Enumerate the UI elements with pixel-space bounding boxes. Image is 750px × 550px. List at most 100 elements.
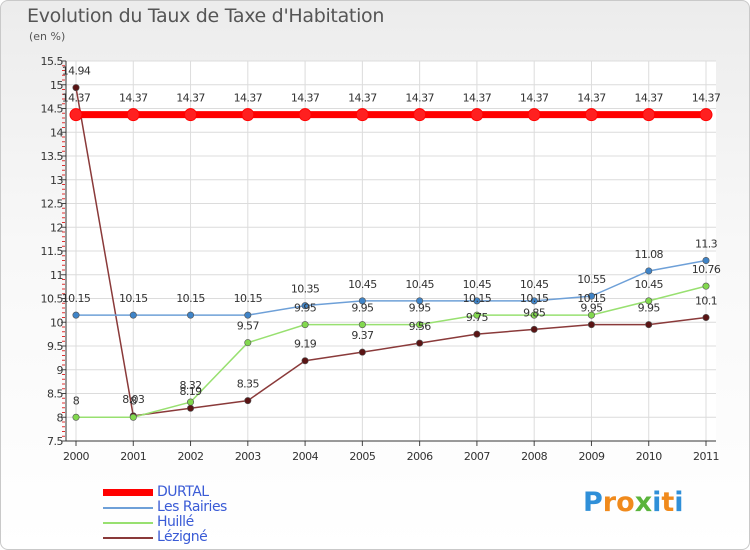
y-tick-label: 14.5 xyxy=(41,103,64,116)
data-label: 8.19 xyxy=(179,385,202,398)
data-label: 10.15 xyxy=(520,292,549,305)
logo-letter: o xyxy=(616,487,635,518)
data-label: 14.37 xyxy=(62,92,91,105)
data-label: 14.37 xyxy=(176,92,205,105)
data-point xyxy=(645,297,653,305)
x-tick-label: 2002 xyxy=(178,450,204,463)
y-tick-label: 9 xyxy=(57,364,64,377)
data-label: 10.45 xyxy=(405,278,434,291)
data-label: 10.76 xyxy=(692,263,721,276)
x-tick-label: 2003 xyxy=(235,450,261,463)
y-tick-label: 10 xyxy=(50,316,63,329)
data-point xyxy=(530,297,538,305)
data-point xyxy=(473,311,481,319)
data-label: 9.95 xyxy=(351,302,374,315)
y-tick-label: 9.5 xyxy=(47,340,63,353)
series-line-lzign xyxy=(75,87,707,417)
data-point xyxy=(184,108,198,122)
data-point xyxy=(72,84,80,92)
legend-label-lezigne: Lézigné xyxy=(157,529,208,545)
data-label: 10.45 xyxy=(520,278,549,291)
data-label: 9.56 xyxy=(409,320,432,333)
data-point xyxy=(244,311,252,319)
data-label: 14.37 xyxy=(119,92,148,105)
data-point xyxy=(470,108,484,122)
logo-letter: i xyxy=(652,487,662,518)
data-point xyxy=(702,313,710,321)
proxiti-logo: Proxiti xyxy=(583,487,684,518)
y-tick-label: 11 xyxy=(50,269,63,282)
y-unit-label: (en %) xyxy=(29,30,66,43)
data-point xyxy=(413,108,427,122)
data-point xyxy=(587,321,595,329)
data-point xyxy=(416,297,424,305)
legend-swatch-durtal xyxy=(103,489,153,496)
series-line-huill xyxy=(76,285,707,418)
data-point xyxy=(72,311,80,319)
data-point xyxy=(126,108,140,122)
legend-label-huille: Huillé xyxy=(157,514,194,530)
data-label: 10.45 xyxy=(348,278,377,291)
data-point xyxy=(702,256,710,264)
data-label: 9.85 xyxy=(523,306,546,319)
chart-title: Evolution du Taux de Taxe d'Habitation xyxy=(27,5,385,27)
data-label: 10.45 xyxy=(463,278,492,291)
x-tick-label: 2007 xyxy=(464,450,490,463)
data-point xyxy=(187,404,195,412)
data-label: 9.95 xyxy=(409,302,432,315)
data-point xyxy=(587,292,595,300)
y-tick-label: 14 xyxy=(50,126,63,139)
y-tick-label: 8 xyxy=(57,411,64,424)
data-label: 8.32 xyxy=(179,379,201,392)
data-label: 14.37 xyxy=(348,92,377,105)
data-label: 14.37 xyxy=(577,92,606,105)
x-tick-label: 2005 xyxy=(349,450,375,463)
line-chart: 7.5 8 8.5 9 9.5 10 10.5 11 11.5 12 12.5 13 13.5 14 14.… xyxy=(41,55,722,463)
data-label: 8.35 xyxy=(237,378,260,391)
y-tick-label: 12 xyxy=(50,221,63,234)
data-label: 9.57 xyxy=(237,320,260,333)
data-label: 10.15 xyxy=(577,292,606,305)
data-point xyxy=(587,311,595,319)
legend-swatch-huille xyxy=(103,522,153,524)
data-point xyxy=(187,398,195,406)
legend-swatch-les-rairies xyxy=(103,507,153,509)
data-label: 9.75 xyxy=(466,311,489,324)
data-point xyxy=(473,330,481,338)
data-point xyxy=(298,108,312,122)
data-point xyxy=(244,397,252,405)
y-tick-label: 13.5 xyxy=(41,150,64,163)
data-label: 9.19 xyxy=(294,338,317,351)
data-label: 10.15 xyxy=(119,292,148,305)
x-tick-label: 2010 xyxy=(636,450,662,463)
data-label: 10.35 xyxy=(291,283,320,296)
logo-letter: x xyxy=(634,487,653,518)
legend-label-les-rairies: Les Rairies xyxy=(157,499,227,515)
data-label: 14.94 xyxy=(62,65,91,78)
data-point xyxy=(355,108,369,122)
data-point xyxy=(358,348,366,356)
data-label: 9.95 xyxy=(638,302,661,315)
data-point xyxy=(358,297,366,305)
data-label: 10.15 xyxy=(234,292,263,305)
data-point xyxy=(301,321,309,329)
y-tick-label: 7.5 xyxy=(47,435,63,448)
data-label: 14.37 xyxy=(405,92,434,105)
legend-label-durtal: DURTAL xyxy=(157,484,209,500)
data-label: 10.1 xyxy=(695,295,717,308)
data-label: 9.37 xyxy=(351,329,374,342)
logo-letter: r xyxy=(602,487,617,518)
x-tick-label: 2011 xyxy=(693,450,719,463)
data-point xyxy=(187,311,195,319)
data-point xyxy=(244,339,252,347)
legend-swatch-lezigne xyxy=(103,537,153,539)
data-label: 9.95 xyxy=(580,302,603,315)
data-point xyxy=(530,325,538,333)
series-line-lesrairies xyxy=(76,259,707,316)
data-point xyxy=(527,108,541,122)
logo-letter: i xyxy=(674,487,684,518)
data-label: 11.08 xyxy=(634,248,663,261)
data-point xyxy=(416,321,424,329)
x-tick-label: 2008 xyxy=(521,450,547,463)
